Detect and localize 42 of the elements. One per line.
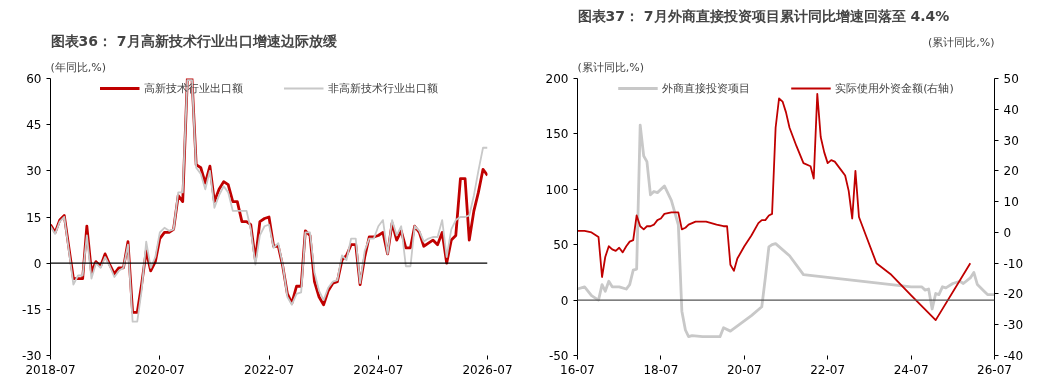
x-tick-label: 24-07 — [893, 362, 929, 377]
x-tick-label: 2026-07 — [462, 362, 513, 377]
y-tick-label: -50 — [548, 349, 569, 363]
y-tick-label: 15 — [26, 210, 42, 225]
y2-tick-label: 50 — [1003, 72, 1019, 86]
y-tick-label: 200 — [545, 72, 569, 86]
y2-tick-label: -40 — [1003, 349, 1024, 363]
y2-tick-label: -30 — [1003, 318, 1024, 333]
x-tick-label: 22-07 — [810, 362, 846, 377]
y-tick-label: 30 — [26, 164, 42, 179]
y-tick-label: 100 — [545, 182, 569, 197]
y-tick-label: 45 — [26, 118, 42, 133]
y2-tick-label: 40 — [1003, 102, 1019, 117]
y2-tick-label: -10 — [1003, 256, 1024, 271]
y-axis-title: (累计同比,%) — [577, 60, 645, 74]
y-tick-label: 0 — [560, 293, 569, 308]
y-tick-label: 60 — [26, 72, 42, 86]
x-tick-label: 2018-07 — [25, 362, 76, 377]
y-tick-label: 0 — [33, 256, 42, 271]
y-tick-label: -15 — [21, 302, 42, 317]
y2-tick-label: 30 — [1003, 133, 1019, 148]
y2-tick-label: 20 — [1003, 164, 1019, 179]
y-axis-title: (年同比,%) — [50, 60, 107, 74]
x-tick-label: 2022-07 — [243, 362, 295, 377]
x-tick-label: 26-07 — [977, 362, 1012, 377]
y2-tick-label: -20 — [1003, 287, 1024, 302]
y-tick-label: -30 — [21, 349, 42, 363]
y-tick-label: 150 — [545, 127, 569, 142]
y2-tick-label: 10 — [1003, 195, 1019, 210]
x-tick-label: 16-07 — [560, 362, 595, 377]
x-tick-label: 2024-07 — [353, 362, 404, 377]
x-tick-label: 20-07 — [726, 362, 762, 377]
x-tick-label: 18-07 — [643, 362, 679, 377]
y-tick-label: 50 — [553, 238, 569, 253]
legend-label: 非高新技术行业出口额 — [328, 80, 438, 96]
legend-label: 实际使用外资金额(右轴) — [835, 80, 954, 96]
chart-title: 图表36： 7月高新技术行业出口增速边际放缓 — [50, 32, 338, 49]
x-tick-label: 2020-07 — [134, 362, 185, 377]
legend-label: 外商直接投资项目 — [662, 80, 751, 96]
chart-title: 图表37： 7月外商直接投资项目累计同比增速回落至 4.4% — [577, 7, 950, 24]
y2-axis-title: (累计同比,%) — [927, 35, 995, 49]
y2-tick-label: 0 — [1003, 225, 1012, 240]
